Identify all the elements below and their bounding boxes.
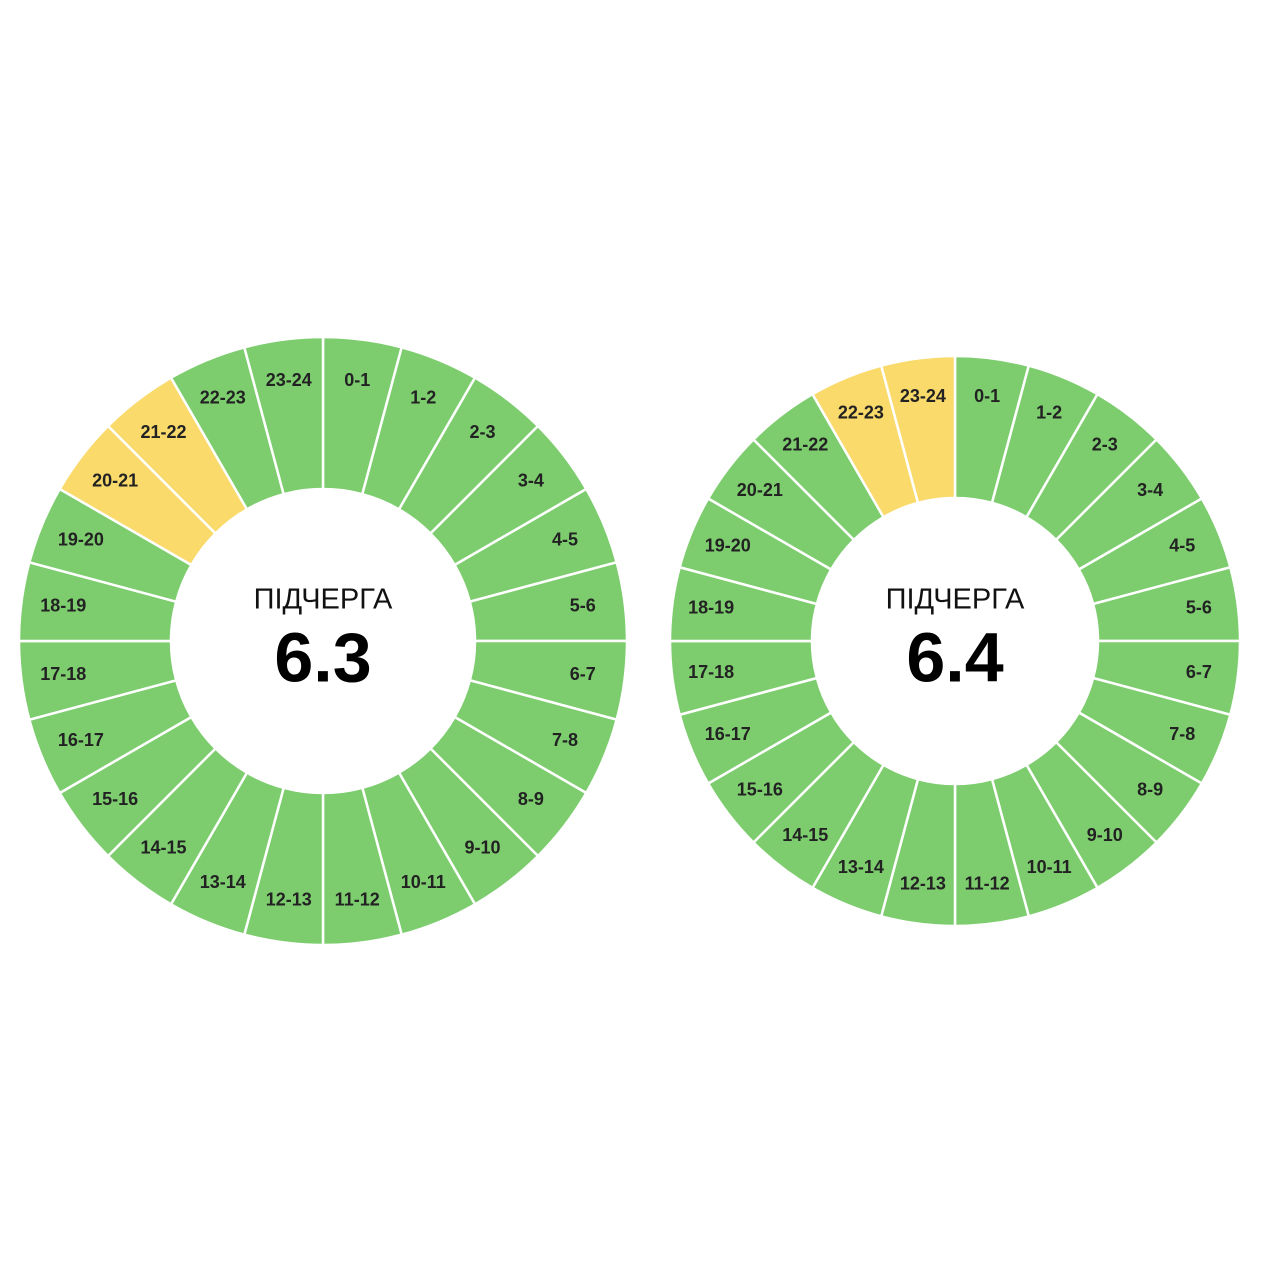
- segment-label: 14-15: [782, 825, 828, 845]
- segment-label: 11-12: [335, 890, 380, 910]
- segment-label: 14-15: [140, 838, 186, 858]
- segment-label: 15-16: [737, 780, 783, 800]
- segment-label: 22-23: [200, 388, 246, 408]
- segment-label: 0-1: [974, 386, 1000, 406]
- segment-label: 20-21: [737, 480, 783, 500]
- segment-label: 8-9: [518, 789, 544, 809]
- segment-label: 13-14: [838, 857, 884, 877]
- segment-label: 19-20: [705, 536, 751, 556]
- segment-label: 18-19: [40, 596, 86, 616]
- segment-label: 10-11: [1027, 857, 1072, 877]
- segment-label: 21-22: [140, 422, 186, 442]
- segment-label: 15-16: [92, 789, 138, 809]
- segment-label: 22-23: [838, 402, 884, 422]
- segment-label: 6-7: [570, 664, 596, 684]
- segment-label: 5-6: [1186, 598, 1212, 618]
- segment-label: 17-18: [688, 662, 734, 682]
- segment: [242, 335, 325, 496]
- segment-label: 5-6: [570, 596, 596, 616]
- segment-label: 7-8: [1169, 724, 1195, 744]
- segment-label: 3-4: [518, 470, 544, 490]
- segment-label: 20-21: [92, 470, 138, 490]
- queue-caption: ПІДЧЕРГА: [254, 584, 393, 616]
- segment-label: 9-10: [1087, 825, 1123, 845]
- segment-label: 2-3: [469, 422, 495, 442]
- segment-label: 16-17: [58, 730, 104, 750]
- segment-label: 2-3: [1092, 435, 1118, 455]
- segment-label: 7-8: [552, 730, 578, 750]
- ring: 0-1 1-2 2-3 3-4 4-5 5-6 6-7 7-8 8-9 9-10 10-11 11-1…: [668, 354, 1242, 928]
- segment-label: 4-5: [1169, 536, 1195, 556]
- segment-label: 9-10: [464, 838, 500, 858]
- segment-label: 0-1: [344, 370, 370, 390]
- segment-label: 1-2: [1036, 402, 1062, 422]
- segment-label: 3-4: [1137, 480, 1163, 500]
- segment-label: 21-22: [782, 435, 828, 455]
- segment-label: 18-19: [688, 598, 734, 618]
- queue-number: 6.3: [274, 618, 371, 696]
- segment-label: 4-5: [552, 529, 578, 549]
- segment-label: 13-14: [200, 872, 246, 892]
- segment-label: 23-24: [900, 386, 946, 406]
- segment-label: 1-2: [410, 388, 436, 408]
- queue-caption: ПІДЧЕРГА: [886, 584, 1025, 616]
- segment-label: 16-17: [705, 724, 751, 744]
- segment-label: 19-20: [58, 529, 104, 549]
- segment-label: 23-24: [266, 370, 312, 390]
- segment-label: 6-7: [1186, 662, 1212, 682]
- segment-label: 17-18: [40, 664, 86, 684]
- segment-label: 11-12: [965, 874, 1010, 894]
- segment-label: 12-13: [900, 874, 946, 894]
- segment-label: 12-13: [266, 890, 312, 910]
- segment-label: 8-9: [1137, 780, 1163, 800]
- segment: [879, 354, 957, 505]
- ring: 0-1 1-2 2-3 3-4 4-5 5-6 6-7 7-8 8-9 9-10 10-11 11-1…: [17, 335, 629, 947]
- queue-number: 6.4: [906, 618, 1003, 696]
- segment-label: 10-11: [401, 872, 446, 892]
